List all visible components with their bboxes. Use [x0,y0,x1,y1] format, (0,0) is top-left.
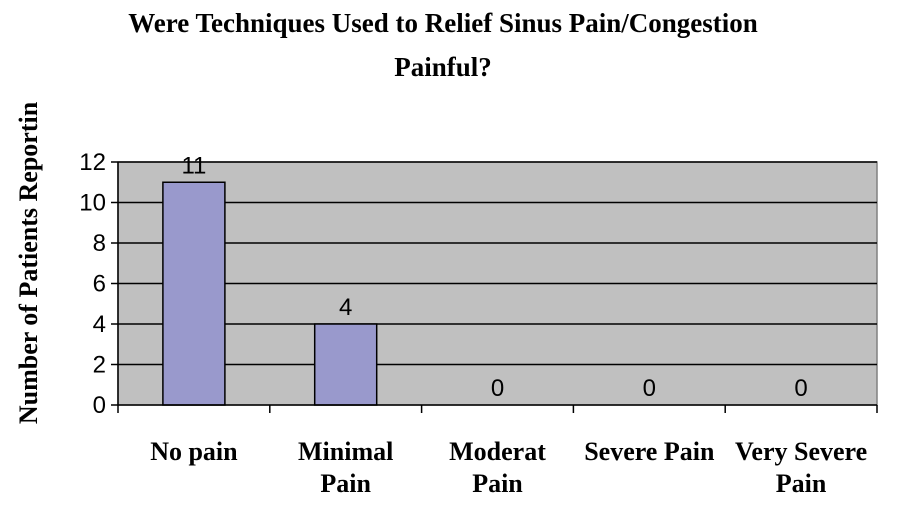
y-tick-label: 4 [93,311,106,338]
y-axis-label: Number of Patients Reportin [14,101,43,424]
data-label: 0 [643,375,656,402]
data-label: 0 [794,375,807,402]
y-tick-label: 0 [93,392,106,419]
y-tick-label: 2 [93,352,106,379]
x-category-label: Severe Pain [584,437,715,466]
y-tick-labels: 0 2 4 6 8 10 12 [79,149,106,419]
x-category-label: Very Severe Pain [735,437,867,498]
gridlines [118,161,877,366]
data-label: 4 [339,294,352,321]
chart-title-line: Were Techniques Used to Relief Sinus Pai… [128,8,758,38]
x-category-label: Moderat Pain [449,437,546,498]
y-tick-label: 8 [93,230,106,257]
data-label: 0 [491,375,504,402]
chart-title-line: Painful? [394,52,492,82]
x-category-label: Minimal Pain [298,437,393,498]
y-axis-title: Number of Patients Reportin [14,101,43,424]
bar [313,323,378,406]
y-tick-label: 6 [93,271,106,298]
chart-title: Were Techniques Used to Relief Sinus Pai… [128,8,758,82]
y-tick-label: 10 [79,190,106,217]
axes [111,161,878,413]
data-labels: 11 4 0 0 0 [181,152,807,402]
y-tick-label: 12 [79,149,106,176]
data-label: 11 [181,152,206,179]
x-category-label: No pain [150,437,238,466]
bars [162,181,378,406]
x-category-labels: No pain Minimal Pain Moderat Pain Severe Pain… [150,437,867,498]
bar [162,181,226,406]
